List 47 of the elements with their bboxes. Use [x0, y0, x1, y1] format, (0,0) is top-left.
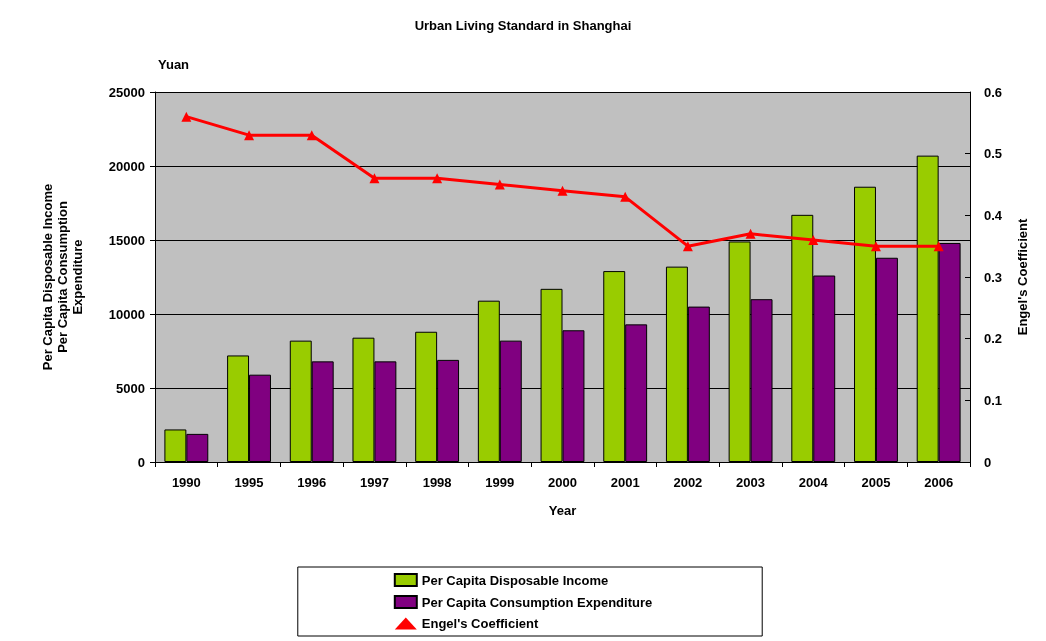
y2-tick-label: 0.6 — [984, 84, 1003, 100]
point — [181, 111, 192, 122]
legend-label: Per Capita Disposable Income — [421, 572, 609, 588]
y2-tick-label: 0 — [984, 454, 992, 470]
point — [870, 241, 881, 252]
y-axis-title: Per Capita Disposable Income Per Capita Consumption Expenditure — [40, 183, 85, 371]
point — [244, 130, 255, 141]
x-tick-label: 1996 — [297, 475, 327, 490]
y-tick-label: 5000 — [116, 380, 145, 396]
x-tick-label: 1999 — [485, 475, 515, 490]
legend-label: Engel's Coefficient — [421, 616, 539, 631]
y2-tick-label: 0.5 — [984, 146, 1003, 162]
x-tick-label: 2006 — [924, 475, 954, 490]
legend-label: Per Capita Consumption Expenditure — [421, 594, 653, 610]
x-tick-label: 2002 — [673, 475, 703, 490]
text: Yuan — [158, 57, 190, 72]
point — [682, 241, 693, 252]
point — [369, 173, 380, 184]
y2-tick-label: 0.4 — [984, 207, 1003, 223]
x-tick-label: 1997 — [359, 475, 389, 490]
y-tick-label: 15000 — [108, 232, 145, 248]
y2-axis-title: Engel's Coefficient — [1015, 218, 1030, 336]
x-tick-label: 2003 — [736, 475, 766, 490]
x-tick-label: 2005 — [861, 475, 891, 490]
x-tick-label: 2000 — [548, 475, 577, 490]
y-tick-label: 10000 — [108, 306, 145, 322]
chart-title: Urban Living Standard in Shanghai — [414, 18, 632, 33]
x-tick-label: 1990 — [171, 475, 201, 490]
y2-tick-label: 0.2 — [984, 331, 1003, 347]
y-tick-label: 25000 — [108, 84, 145, 100]
point — [933, 241, 944, 252]
point — [306, 130, 317, 141]
point — [745, 228, 756, 239]
x-tick-label: 2001 — [610, 475, 640, 490]
point — [620, 191, 631, 202]
x-tick-label: 1998 — [422, 475, 452, 490]
y-tick-label: 20000 — [108, 158, 145, 174]
y2-tick-label: 0.1 — [984, 392, 1003, 408]
y-tick-label: 0 — [137, 454, 145, 470]
x-tick-label: 2004 — [798, 475, 829, 490]
x-tick-label: 1995 — [234, 475, 264, 490]
point — [494, 179, 505, 190]
point — [432, 173, 443, 184]
point — [557, 185, 568, 196]
point — [808, 235, 819, 245]
y2-tick-label: 0.3 — [984, 269, 1003, 285]
x-axis-title: Year — [548, 503, 577, 518]
